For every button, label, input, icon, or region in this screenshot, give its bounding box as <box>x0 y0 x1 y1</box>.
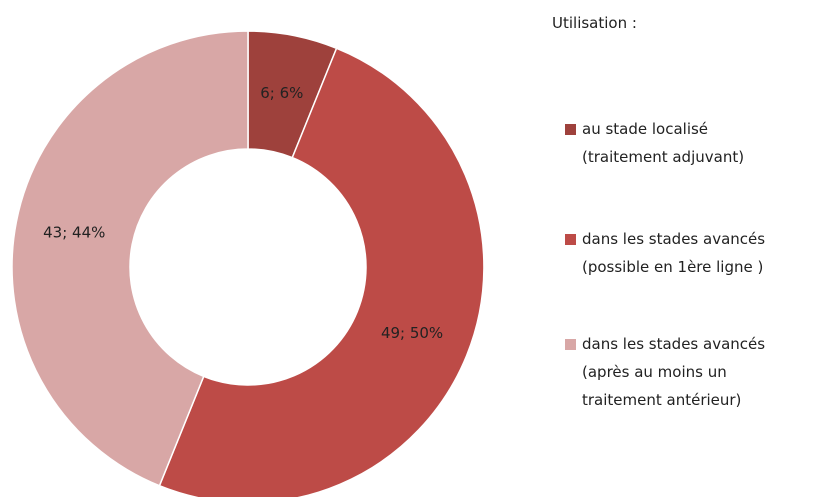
legend-swatch <box>565 339 576 350</box>
legend-entry: au stade localisé (traitement adjuvant) <box>565 115 744 171</box>
data-label: 49; 50% <box>381 324 443 342</box>
donut-slice <box>11 30 249 487</box>
legend-label: au stade localisé (traitement adjuvant) <box>582 120 745 166</box>
legend-title: Utilisation : <box>552 14 637 32</box>
legend-label: dans les stades avancés (après au moins … <box>582 335 766 409</box>
data-label: 43; 44% <box>43 224 105 242</box>
legend-entry: dans les stades avancés (possible en 1èr… <box>565 225 765 281</box>
legend-swatch <box>565 124 576 135</box>
legend-entry: dans les stades avancés (après au moins … <box>565 330 765 414</box>
data-label: 6; 6% <box>260 84 303 102</box>
legend-label: dans les stades avancés (possible en 1èr… <box>582 230 766 276</box>
legend-swatch <box>565 234 576 245</box>
donut-slice <box>158 47 485 497</box>
